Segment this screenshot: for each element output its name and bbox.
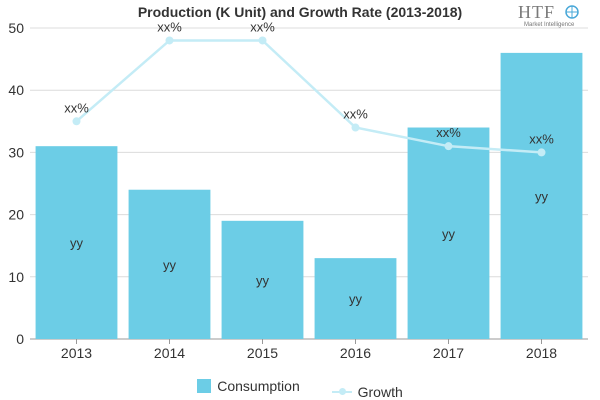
y-tick-label: 0 (16, 331, 24, 347)
bar-label: yy (442, 226, 456, 241)
growth-point[interactable] (537, 148, 546, 157)
growth-label: xx% (157, 19, 182, 34)
growth-label: xx% (436, 125, 461, 140)
bar[interactable] (221, 220, 304, 339)
chart-legend: Consumption Growth (0, 378, 600, 400)
growth-point[interactable] (165, 36, 174, 45)
growth-point[interactable] (72, 117, 81, 126)
growth-point[interactable] (351, 123, 360, 132)
x-tick-label: 2017 (433, 345, 464, 361)
chart-plot: 0 10 20 30 40 50 yy yy yy yy yy yy 2013 2014 2015 201… (8, 19, 588, 361)
bar-label: yy (70, 236, 84, 251)
growth-point[interactable] (444, 142, 453, 151)
logo-main-text: HTF (518, 2, 556, 22)
legend-label-growth: Growth (357, 384, 403, 400)
bar[interactable] (407, 127, 490, 340)
bar-label: yy (163, 257, 177, 272)
logo-sub-text: Market Intelligence (524, 22, 575, 28)
growth-label: xx% (64, 100, 89, 115)
y-tick-label: 10 (8, 269, 24, 285)
bar[interactable] (500, 52, 583, 339)
bar-label: yy (349, 292, 363, 307)
bar-label: yy (256, 273, 270, 288)
x-tick-label: 2016 (340, 345, 371, 361)
growth-label: xx% (250, 19, 275, 34)
legend-item-growth[interactable]: Growth (331, 384, 403, 400)
bar-label: yy (535, 189, 549, 204)
x-tick-label: 2013 (61, 345, 92, 361)
bar[interactable] (35, 146, 118, 339)
bar[interactable] (128, 189, 211, 339)
chart-title: Production (K Unit) and Growth Rate (201… (137, 4, 463, 20)
growth-line (75, 39, 542, 154)
legend-swatch-consumption (197, 379, 212, 393)
x-tick-label: 2018 (526, 345, 557, 361)
globe-icon (565, 5, 579, 19)
growth-label: xx% (529, 131, 554, 146)
growth-label: xx% (343, 107, 368, 122)
y-tick-label: 20 (8, 207, 24, 223)
y-tick-label: 50 (8, 20, 24, 36)
y-tick-label: 40 (8, 82, 24, 98)
x-tick-label: 2014 (154, 345, 185, 361)
x-tick-label: 2015 (247, 345, 278, 361)
legend-label-consumption: Consumption (217, 378, 300, 394)
y-tick-label: 30 (8, 144, 24, 160)
legend-item-consumption[interactable]: Consumption (197, 378, 300, 394)
legend-swatch-growth (331, 388, 352, 395)
htf-logo: HTF Market Intelligence (510, 2, 590, 32)
growth-point[interactable] (258, 36, 267, 45)
bar[interactable] (314, 258, 397, 339)
